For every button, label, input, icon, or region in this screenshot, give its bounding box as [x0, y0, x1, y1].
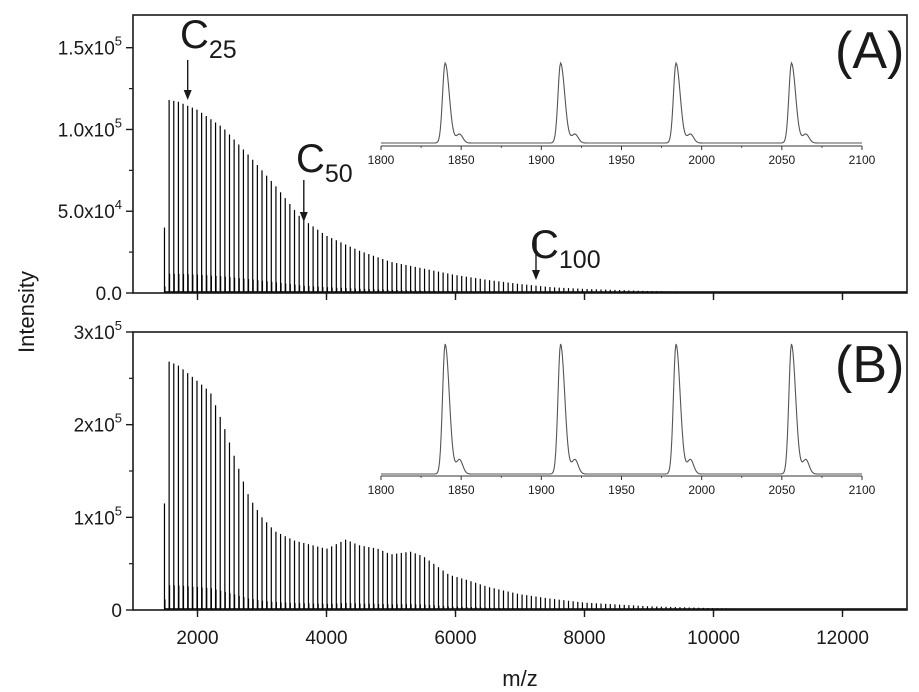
- panel-b-ticks: 0 1x105 2x105 3x105: [74, 318, 844, 622]
- x-axis-tick-labels: 2000 4000 6000 8000 10000 12000: [176, 628, 869, 649]
- x-axis-label: m/z: [502, 666, 537, 691]
- y-tick-label: 1.5x105: [58, 34, 122, 60]
- y-tick-label: 3x105: [74, 318, 122, 344]
- inset-spectrum-trace: [381, 61, 862, 144]
- panel-b-peaks: [163, 361, 907, 610]
- panel-b-inset: 1800 1850 1900 1950 2000 2050 2100: [368, 343, 876, 497]
- inset-x-tick-label: 1800: [368, 483, 395, 497]
- inset-x-tick-label: 2000: [688, 153, 715, 167]
- panel-a-inset: 1800 1850 1900 1950 2000 2050 2100: [368, 61, 876, 167]
- y-tick-label: 1.0x105: [58, 115, 122, 141]
- inset-x-tick-label: 2100: [849, 483, 876, 497]
- panel-b: 0 1x105 2x105 3x105 (B) 1800 1850 1900 1950 200…: [74, 318, 908, 622]
- inset-x-tick-label: 1850: [448, 153, 475, 167]
- panel-a-ticks: 0.0 5.0x104 1.0x105 1.5x105: [58, 34, 844, 305]
- inset-x-tick-label: 1850: [448, 483, 475, 497]
- inset-x-tick-label: 1950: [608, 483, 635, 497]
- panel-a-frame: [132, 14, 908, 294]
- annotation-label: C100: [530, 223, 601, 274]
- inset-spectrum-trace: [381, 343, 862, 475]
- annotation-label: C50: [296, 137, 353, 188]
- x-tick-label: 8000: [563, 628, 605, 649]
- inset-x-tick-label: 1900: [528, 153, 555, 167]
- inset-x-tick-label: 2050: [768, 483, 795, 497]
- inset-x-tick-label: 2100: [849, 153, 876, 167]
- y-tick-label: 2x105: [74, 411, 122, 437]
- panel-a-label: (A): [835, 22, 904, 80]
- inset-x-tick-label: 1900: [528, 483, 555, 497]
- inset-x-tick-label: 1800: [368, 153, 395, 167]
- x-tick-label: 10000: [687, 628, 740, 649]
- y-axis-label: Intensity: [14, 271, 39, 353]
- annotation-arrow-head: [531, 270, 540, 280]
- inset-x-tick-label: 1950: [608, 153, 635, 167]
- annotation-arrow-head: [183, 90, 192, 100]
- panel-b-label: (B): [835, 336, 904, 394]
- x-tick-label: 12000: [816, 628, 869, 649]
- panel-a-annotations: C25 C50 C100: [180, 13, 601, 280]
- inset-x-tick-label: 2000: [688, 483, 715, 497]
- y-tick-label: 5.0x104: [58, 197, 122, 223]
- panel-a-peaks: [163, 100, 907, 293]
- x-tick-label: 6000: [434, 628, 476, 649]
- y-tick-label: 1x105: [74, 503, 122, 529]
- inset-x-tick-label: 2050: [768, 153, 795, 167]
- y-tick-label: 0: [111, 601, 122, 622]
- panel-b-frame: [132, 331, 908, 611]
- x-tick-label: 2000: [176, 628, 218, 649]
- annotation-label: C25: [180, 13, 237, 64]
- y-tick-label: 0.0: [96, 284, 122, 305]
- x-tick-label: 4000: [305, 628, 347, 649]
- annotation-arrow-head: [299, 212, 308, 222]
